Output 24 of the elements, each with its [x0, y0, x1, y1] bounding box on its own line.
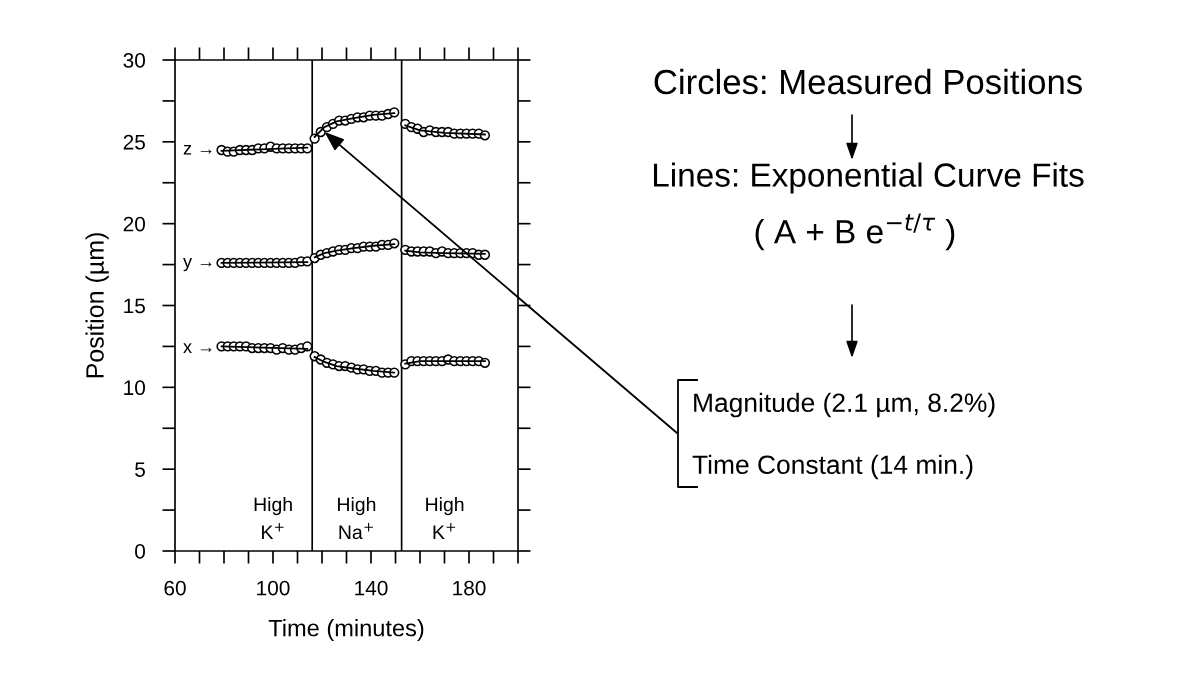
y-tick-label: 25: [123, 134, 145, 150]
x-tick-label: 100: [257, 580, 290, 596]
y-tick-label: 5: [135, 462, 145, 477]
y-tick-label: 30: [123, 53, 146, 68]
x-tick-label: 140: [355, 580, 388, 596]
y-tick-label: 20: [123, 216, 146, 232]
y-tick-label: 15: [124, 298, 145, 314]
x-tick-label: 180: [453, 580, 486, 596]
annotation: z →: [183, 144, 212, 155]
annotation: Magnitude (2.1 µm, 8.2%): [694, 392, 995, 418]
text: Time Constant (14 min.): [692, 454, 973, 480]
y-tick-label: 10: [124, 380, 146, 396]
text: Circles: Measured Positions: [654, 68, 1082, 95]
y-axis-title: Position (µm): [85, 233, 109, 378]
text: ( A + B e$^{−t/τ}$ ): [755, 213, 955, 251]
text: Lines: Exponential Curve Fits: [653, 162, 1084, 194]
y-tick-label: 0: [135, 544, 146, 559]
annotation: x →: [183, 343, 212, 353]
annotation: High K$^{+}$: [426, 497, 464, 539]
x-axis-title: Time (minutes): [268, 619, 424, 642]
x-tick-label: 60: [164, 580, 186, 596]
annotation: High Na$^{+}$: [338, 497, 376, 540]
annotation: High K$^{+}$: [254, 497, 292, 539]
annotation: y →: [183, 257, 212, 272]
